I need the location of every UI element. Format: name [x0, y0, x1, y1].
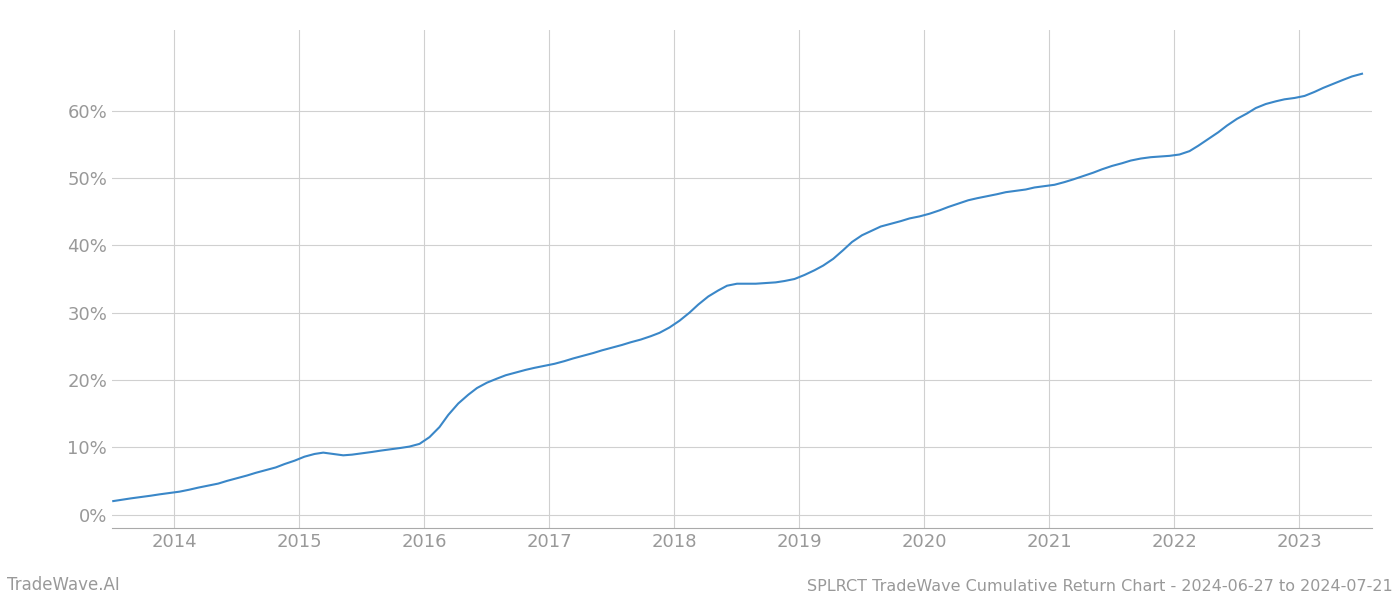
Text: SPLRCT TradeWave Cumulative Return Chart - 2024-06-27 to 2024-07-21: SPLRCT TradeWave Cumulative Return Chart… — [808, 579, 1393, 594]
Text: TradeWave.AI: TradeWave.AI — [7, 576, 120, 594]
